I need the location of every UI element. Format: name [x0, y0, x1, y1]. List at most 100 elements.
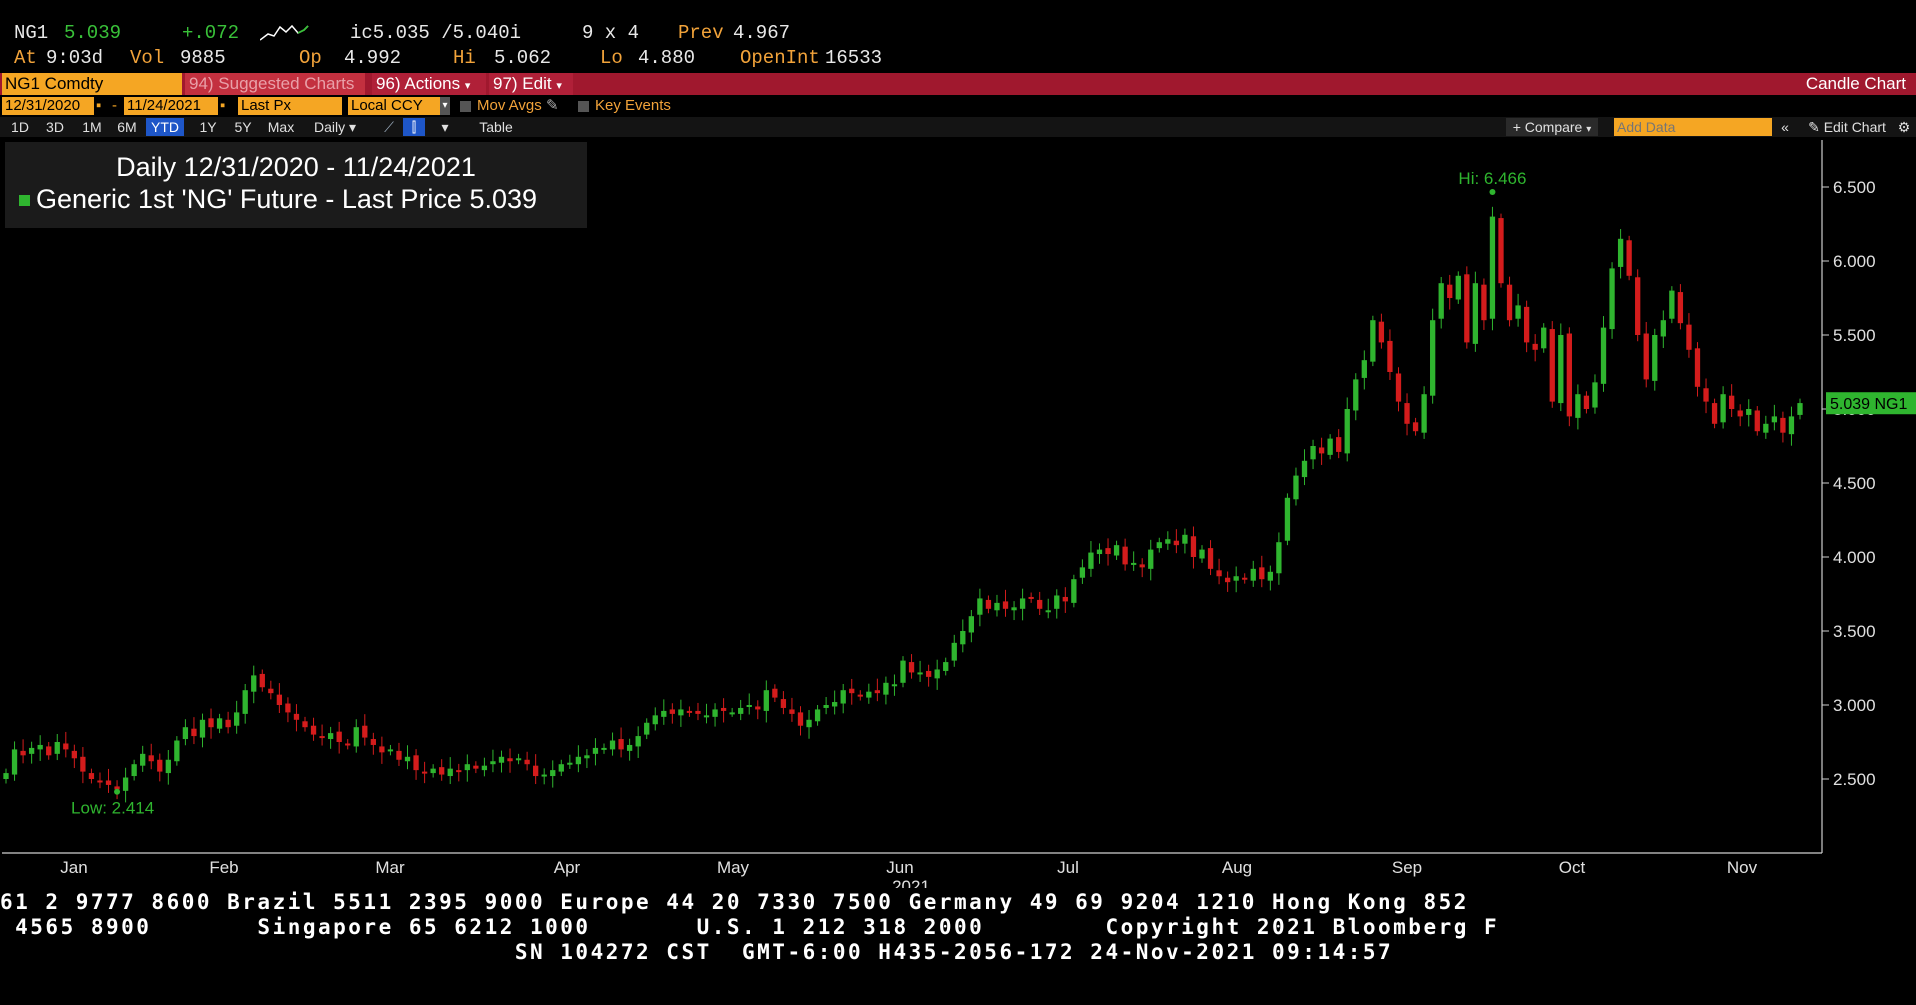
candle-body	[1686, 324, 1692, 350]
candle-body	[644, 722, 650, 735]
candle-body	[1515, 305, 1521, 319]
candle-body	[1011, 607, 1017, 611]
candle-body	[1506, 284, 1513, 321]
candle-body	[105, 780, 112, 785]
actions-menu-button[interactable]: 96) Actions ▾	[372, 73, 486, 95]
candle-body	[225, 719, 231, 728]
candle-chart[interactable]: 2.5003.0003.5004.0004.5005.0005.5006.000…	[0, 138, 1916, 888]
start-date-field[interactable]: 12/31/2020	[2, 97, 94, 115]
pencil-icon[interactable]: ✎	[545, 97, 559, 114]
range-button-1m[interactable]: 1M	[82, 119, 102, 135]
table-button[interactable]: Table	[479, 119, 513, 135]
candle-body	[1088, 552, 1094, 569]
quote-prev: 4.967	[733, 22, 791, 44]
candle-body	[319, 736, 325, 739]
candle-body	[1677, 292, 1684, 324]
range-button-1y[interactable]: 1Y	[199, 119, 217, 135]
low-annotation: Low: 2.414	[71, 799, 154, 818]
candle-body	[1430, 320, 1436, 396]
candle-body	[823, 705, 829, 708]
range-button-5y[interactable]: 5Y	[234, 119, 252, 135]
calendar-icon[interactable]: ▪	[220, 97, 226, 114]
edit-label: 97) Edit	[493, 74, 552, 93]
quote-vol-label: Vol	[130, 47, 165, 69]
chevron-down-icon[interactable]: ▾	[440, 97, 450, 115]
range-button-max[interactable]: Max	[267, 119, 295, 135]
edit-menu-button[interactable]: 97) Edit ▾	[489, 73, 573, 95]
candle-body	[1182, 534, 1188, 544]
candle-body	[1190, 536, 1197, 557]
range-button-3d[interactable]: 3D	[46, 119, 64, 135]
candle-body	[584, 755, 590, 759]
field-selector[interactable]: Last Px	[238, 97, 342, 115]
quote-volume: 9885	[180, 47, 226, 69]
gear-icon[interactable]: ⚙	[1897, 119, 1911, 135]
footer-line-1: 61 2 9777 8600 Brazil 5511 2395 9000 Eur…	[0, 890, 1469, 914]
y-tick-label: 3.000	[1833, 696, 1876, 715]
mov-avgs-toggle[interactable]: Mov Avgs ✎	[460, 97, 559, 115]
edit-chart-button[interactable]: ✎ Edit Chart	[1800, 118, 1894, 136]
checkbox-icon[interactable]	[460, 100, 471, 112]
candle-body	[1199, 549, 1205, 559]
quote-open: 4.992	[344, 47, 402, 69]
security-field[interactable]: NG1 Comdty	[2, 73, 182, 95]
last-price-label: 5.039 NG1	[1830, 396, 1907, 413]
candle-body	[1532, 343, 1538, 350]
candle-body	[1720, 394, 1726, 423]
x-tick-label: Mar	[375, 858, 405, 877]
candle-body	[216, 718, 223, 729]
candle-body	[1754, 410, 1760, 432]
candle-body	[746, 705, 752, 707]
quote-ticker: NG1	[14, 22, 49, 44]
candle-body	[669, 709, 675, 714]
candle-body	[908, 662, 915, 673]
candle-body	[1455, 275, 1461, 300]
candle-body	[80, 756, 86, 772]
period-selector[interactable]: Daily ▾	[306, 118, 364, 136]
candle-body	[1207, 548, 1214, 569]
end-date-field[interactable]: 11/24/2021	[124, 97, 218, 115]
candle-body	[626, 744, 633, 751]
range-button-6m[interactable]: 6M	[117, 119, 137, 135]
collapse-icon[interactable]: «	[1781, 119, 1789, 135]
candle-body	[1113, 545, 1120, 556]
suggested-charts-button[interactable]: 94) Suggested Charts	[185, 73, 365, 95]
candle-body	[268, 688, 274, 694]
chart-type-label: Candle Chart	[1805, 74, 1906, 93]
compare-button[interactable]: + Compare ▾	[1506, 118, 1598, 136]
candle-body	[541, 774, 547, 777]
candle-body	[1600, 327, 1607, 384]
x-year-label: 2021	[892, 877, 930, 888]
candle-body	[20, 750, 26, 756]
key-events-toggle[interactable]: Key Events	[578, 97, 671, 115]
candle-body	[1788, 416, 1795, 435]
candle-body	[131, 764, 137, 777]
calendar-icon[interactable]: ▪	[96, 97, 102, 114]
candle-body	[1079, 567, 1086, 578]
currency-selector[interactable]: Local CCY	[348, 97, 440, 115]
candle-body	[1037, 599, 1043, 609]
chevron-down-icon[interactable]: ▾	[441, 119, 449, 135]
candle-body	[695, 710, 701, 714]
candle-body	[498, 756, 505, 763]
candle-body	[1703, 388, 1709, 402]
menu-bar: NG1 Comdty 94) Suggested Charts 96) Acti…	[0, 73, 1916, 95]
candle-chart-icon[interactable]: ⫿	[403, 118, 425, 136]
quote-high: 5.062	[494, 47, 552, 69]
candle-body	[1729, 395, 1735, 409]
candle-body	[686, 710, 693, 713]
candle-body	[703, 715, 710, 718]
range-button-ytd[interactable]: YTD	[146, 118, 184, 136]
line-chart-icon[interactable]: ⟋	[384, 119, 394, 135]
candle-body	[832, 702, 838, 707]
candle-body	[1250, 568, 1256, 581]
quote-low-label: Lo	[600, 47, 623, 69]
y-tick-label: 6.000	[1833, 252, 1876, 271]
candle-body	[1224, 577, 1231, 583]
checkbox-icon[interactable]	[578, 100, 589, 112]
candle-body	[157, 759, 163, 772]
candle-body	[661, 710, 667, 717]
range-button-1d[interactable]: 1D	[11, 119, 29, 135]
add-data-input[interactable]	[1614, 118, 1772, 136]
candle-body	[618, 739, 624, 750]
